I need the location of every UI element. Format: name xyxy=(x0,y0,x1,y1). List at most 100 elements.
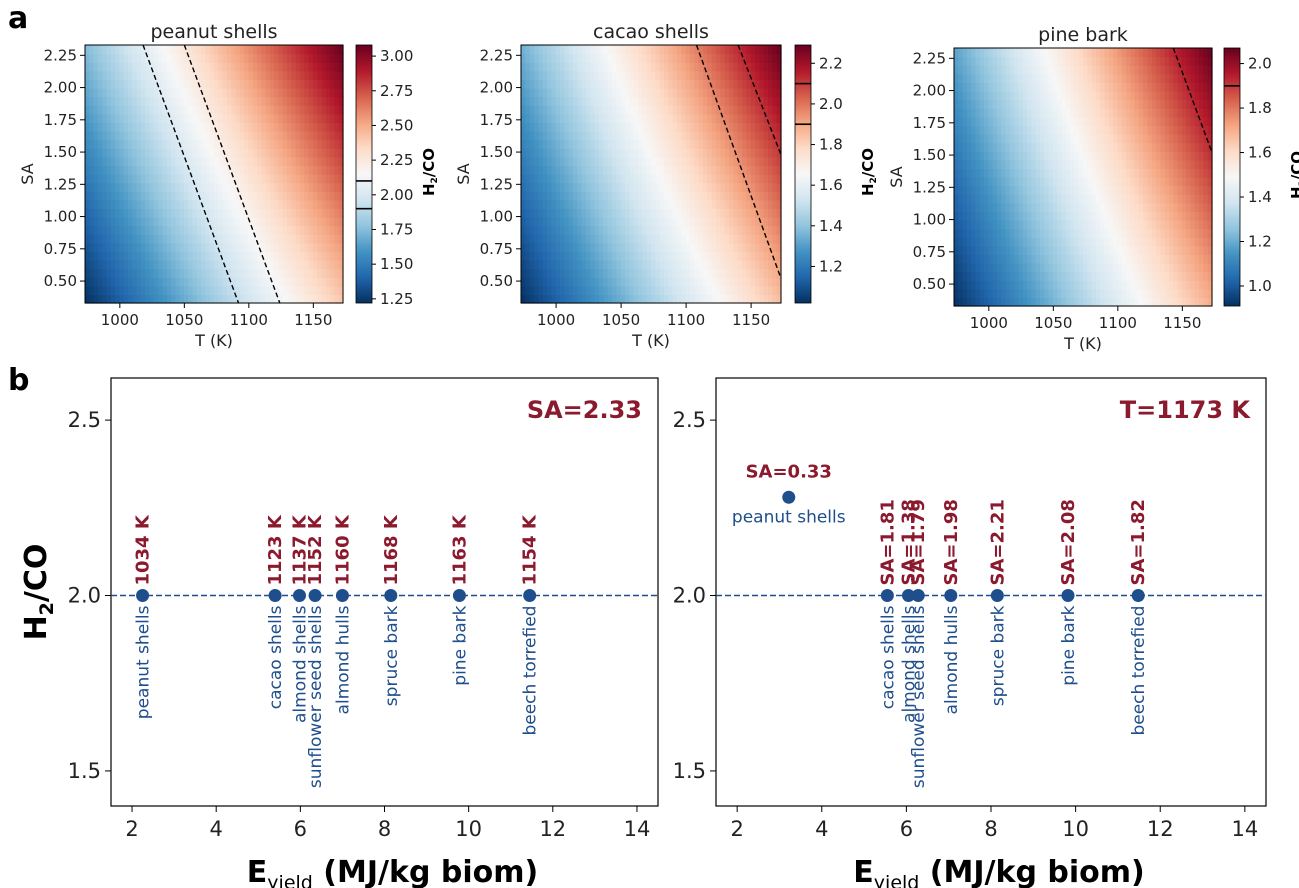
heatmap-cell xyxy=(642,62,648,72)
heatmap-cell xyxy=(239,199,245,209)
heatmap-cell xyxy=(274,96,280,106)
heatmap-cell xyxy=(772,45,778,55)
heatmap-cell xyxy=(222,105,228,115)
heatmap-cell xyxy=(772,208,778,218)
heatmap-cell xyxy=(1194,263,1200,273)
heatmap-cell xyxy=(1095,263,1101,273)
heatmap-cell xyxy=(720,294,726,304)
heatmap-cell xyxy=(102,225,108,235)
heatmap-cell xyxy=(984,134,989,144)
heatmap-cell xyxy=(607,45,613,55)
heatmap-cell xyxy=(295,53,301,63)
heatmap-cell xyxy=(265,277,271,287)
heatmap-cell xyxy=(1156,177,1161,187)
heatmap-cell xyxy=(599,208,604,218)
heatmap-cell xyxy=(703,294,708,304)
heatmap-cell xyxy=(1001,151,1007,161)
heatmap-cell xyxy=(742,139,747,149)
heatmap-cell xyxy=(1095,168,1101,178)
heatmap-cell xyxy=(1065,159,1071,169)
heatmap-cell xyxy=(594,70,600,80)
heatmap-cell xyxy=(958,177,964,187)
heatmap-cell xyxy=(1108,280,1114,290)
heatmap-cell xyxy=(1169,134,1174,144)
heatmap-cell xyxy=(1203,263,1209,273)
heatmap-cell xyxy=(1087,194,1093,204)
heatmap-cell xyxy=(317,268,323,278)
heatmap-cell xyxy=(1027,168,1032,178)
heatmap-cell xyxy=(685,174,691,184)
heatmap-cell xyxy=(248,62,254,72)
heatmap-cell xyxy=(1014,185,1020,195)
heatmap-cell xyxy=(984,271,989,281)
heatmap-cell xyxy=(655,260,661,270)
heatmap-cell xyxy=(603,139,609,149)
heatmap-cell xyxy=(1113,142,1118,152)
heatmap-cell xyxy=(269,53,275,63)
heatmap-cell xyxy=(123,191,129,201)
heatmap-cell xyxy=(312,139,318,149)
heatmap-cell xyxy=(694,105,700,115)
heatmap-cell xyxy=(1100,254,1106,264)
heatmap-cell xyxy=(1177,228,1183,238)
heatmap-cell xyxy=(218,165,224,175)
heatmap-cell xyxy=(962,237,968,247)
heatmap-cell xyxy=(1207,288,1213,298)
heatmap-cell xyxy=(312,251,318,261)
heatmap-cell xyxy=(1186,185,1192,195)
heatmap-cell xyxy=(338,225,344,235)
heatmap-cell xyxy=(239,156,245,166)
heatmap-cell xyxy=(534,217,539,227)
heatmap-cell xyxy=(1138,142,1144,152)
heatmap-cell xyxy=(175,96,181,106)
heatmap-cell xyxy=(755,70,760,80)
heatmap-cell xyxy=(192,182,198,192)
heatmap-cell xyxy=(269,165,275,175)
heatmap-cell xyxy=(659,285,665,295)
heatmap-cell xyxy=(295,45,301,55)
heatmap-cell xyxy=(620,294,626,304)
heatmap-cell xyxy=(1083,194,1088,204)
heatmap-cell xyxy=(534,208,539,218)
heatmap-cell xyxy=(257,199,262,209)
heatmap-cell xyxy=(750,45,756,55)
heatmap-cell xyxy=(287,217,292,227)
heatmap-cell xyxy=(547,217,552,227)
heatmap-cell xyxy=(295,285,301,295)
heatmap-cell xyxy=(188,96,194,106)
heatmap-cell xyxy=(257,191,262,201)
heatmap-cell xyxy=(1190,177,1196,187)
heatmap-cell xyxy=(586,62,591,72)
heatmap-cell xyxy=(638,156,643,166)
heatmap-cell xyxy=(1181,254,1187,264)
heatmap-cell xyxy=(581,148,587,158)
heatmap-cell xyxy=(564,165,570,175)
heatmap-cell xyxy=(110,294,116,304)
heatmap-cell xyxy=(179,148,185,158)
heatmap-cell xyxy=(308,242,314,252)
heatmap-cell xyxy=(724,165,730,175)
heatmap-cell xyxy=(629,260,635,270)
heatmap-cell xyxy=(555,139,561,149)
heatmap-cell xyxy=(677,277,682,287)
heatmap-cell xyxy=(525,208,531,218)
heatmap-cell xyxy=(616,174,622,184)
heatmap-cell xyxy=(664,268,669,278)
heatmap-cell xyxy=(300,277,305,287)
heatmap-cell xyxy=(1186,297,1192,307)
heatmap-cell xyxy=(997,168,1002,178)
heatmap-cell xyxy=(586,156,591,166)
heatmap-cell xyxy=(248,225,254,235)
heatmap-cell xyxy=(171,148,176,158)
heatmap-cell xyxy=(1138,202,1144,212)
heatmap-cell xyxy=(729,285,734,295)
heatmap-cell xyxy=(729,53,734,63)
heatmap-cell xyxy=(616,199,622,209)
heatmap-cell xyxy=(625,277,630,287)
heatmap-cell xyxy=(551,139,557,149)
heatmap-cell xyxy=(222,268,228,278)
heatmap-cell xyxy=(85,174,90,184)
heatmap-cell xyxy=(149,294,155,304)
heatmap-cell xyxy=(166,45,172,55)
heatmap-cell xyxy=(564,182,570,192)
